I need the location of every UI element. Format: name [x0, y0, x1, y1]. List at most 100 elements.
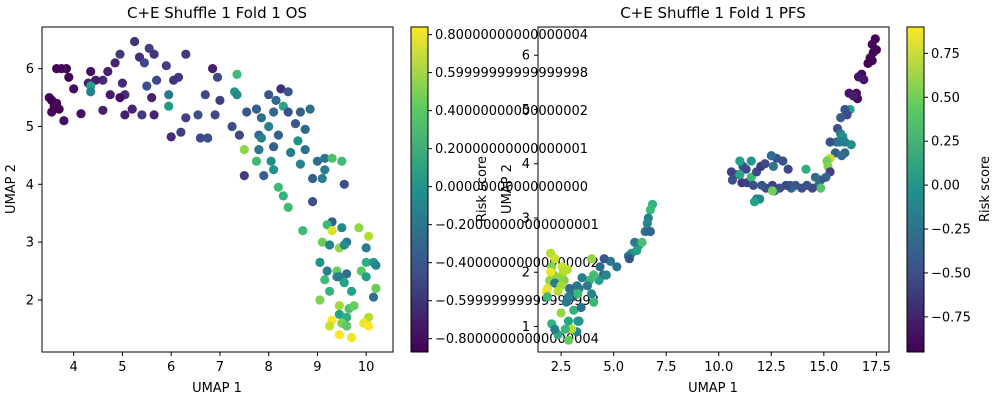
scatter-point [325, 286, 335, 296]
scatter-point [632, 245, 642, 256]
colorbar-tick-label: −0.20000000000000001 [435, 218, 599, 233]
scatter-point [259, 171, 269, 181]
scatter-point [320, 165, 330, 175]
scatter-point [232, 90, 242, 100]
colorbar-tick-label: 0.59999999999999998 [435, 66, 588, 81]
scatter-point [364, 231, 374, 241]
scatter-point [564, 283, 575, 294]
scatter-point [76, 109, 86, 119]
plot-area [537, 26, 890, 353]
colorbar-tick-label: 0.40000000000000002 [435, 104, 588, 119]
scatter-point [577, 273, 587, 283]
scatter-point [612, 262, 622, 272]
scatter-point [59, 116, 69, 126]
chart-right: C+E Shuffle 1 Fold 1 PFS 2.5 5.0 7.5 10.0 12… [500, 4, 993, 396]
scatter-point [863, 58, 873, 68]
scatter-point [305, 104, 315, 114]
scatter-point [271, 95, 281, 105]
scatter-point [859, 75, 869, 85]
scatter-point [778, 156, 788, 166]
scatter-point [273, 130, 283, 140]
scatter-point [200, 90, 210, 100]
scatter-point [269, 165, 279, 175]
scatter-point [176, 127, 186, 137]
chart-title: C+E Shuffle 1 Fold 1 PFS [620, 4, 806, 22]
scatter-point [757, 180, 767, 190]
scatter-point [371, 283, 381, 293]
scatter-point [601, 270, 611, 280]
scatter-point [572, 281, 582, 291]
scatter-point [567, 324, 577, 334]
scatter-point [810, 172, 821, 182]
scatter-point [290, 119, 301, 129]
scatter-point [308, 197, 318, 207]
scatter-point [142, 81, 152, 91]
scatter-point [546, 267, 556, 277]
scatter-points [44, 36, 381, 343]
scatter-point [300, 124, 310, 134]
y-tick-label: 2 [522, 266, 530, 281]
scatter-point [334, 301, 344, 311]
scatter-point [573, 316, 583, 326]
scatter-point [735, 170, 745, 180]
colorbar-tick-label: −0.25 [931, 223, 971, 238]
colorbar-label: Risk score [978, 156, 993, 222]
scatter-point [735, 156, 745, 166]
y-axis-label: UMAP 2 [500, 164, 515, 214]
scatter-point [317, 237, 327, 247]
x-tick-label: 7.5 [656, 360, 677, 375]
scatter-point [645, 205, 656, 215]
scatter-point [149, 110, 159, 120]
scatter-point [278, 191, 288, 201]
scatter-point [322, 266, 332, 276]
scatter-point [105, 90, 115, 100]
scatter-point [573, 289, 583, 299]
x-tick-label: 12.5 [757, 360, 786, 375]
scatter-point [120, 110, 130, 120]
scatter-point [327, 226, 337, 236]
scatter-point [69, 84, 79, 94]
scatter-point [251, 156, 262, 166]
scatter-point [86, 66, 96, 77]
colorbar-tick-label: 0.20000000000000001 [435, 142, 588, 157]
colorbar-label: Risk score [475, 156, 490, 222]
scatter-point [361, 257, 371, 267]
scatter-point [339, 179, 349, 189]
scatter-point [337, 156, 347, 166]
scatter-point [264, 121, 274, 132]
scatter-point [115, 49, 125, 59]
scatter-point [300, 145, 310, 155]
colorbar-tick-label: 0.00 [931, 179, 960, 194]
x-tick-label: 8 [265, 360, 273, 375]
scatter-point [215, 95, 225, 105]
scatter-point [556, 308, 566, 318]
scatter-point [147, 93, 157, 103]
scatter-point [582, 281, 593, 291]
scatter-point [286, 147, 296, 158]
scatter-point [239, 145, 249, 155]
x-axis-label: UMAP 1 [688, 381, 738, 396]
scatter-point [553, 286, 563, 296]
scatter-point [269, 142, 279, 152]
scatter-point [748, 180, 759, 190]
colorbar-tick-label: −0.40000000000000002 [435, 256, 599, 271]
scatter-point [203, 133, 213, 143]
scatter-point [768, 161, 779, 171]
scatter-point [98, 105, 108, 115]
scatter-point [825, 137, 835, 147]
scatter-point [624, 254, 635, 264]
scatter-point [164, 101, 174, 111]
scatter-point [587, 289, 597, 299]
x-tick-label: 6 [167, 360, 175, 375]
y-tick-label: 1 [522, 320, 530, 335]
scatter-point [293, 136, 303, 146]
scatter-point [110, 58, 120, 68]
colorbar-tick-label: −0.50 [931, 266, 971, 281]
y-ticks: 1 2 3 4 5 6 [522, 49, 538, 335]
x-ticks: 4 5 6 7 8 9 10 [70, 352, 374, 375]
scatter-point [783, 164, 793, 174]
scatter-point [347, 286, 357, 296]
colorbar-tick-label: −0.75 [931, 310, 971, 325]
x-tick-label: 4 [70, 360, 78, 375]
scatter-point [320, 153, 330, 163]
